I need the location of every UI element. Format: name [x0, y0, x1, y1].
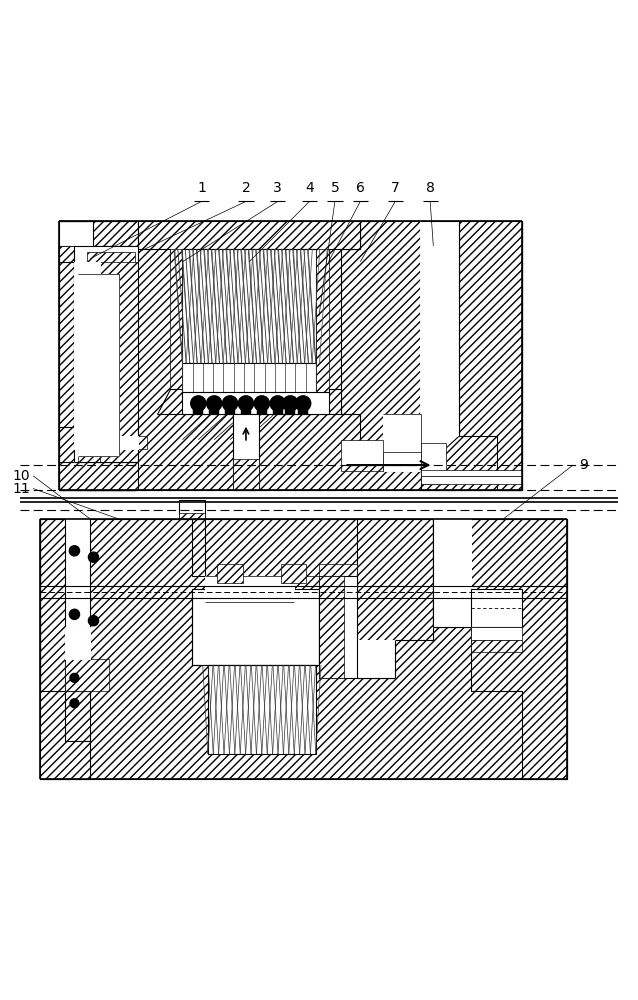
Text: 11: 11 — [12, 482, 30, 496]
Polygon shape — [65, 519, 91, 691]
Polygon shape — [316, 249, 329, 402]
Circle shape — [254, 396, 269, 411]
Polygon shape — [157, 389, 341, 414]
Bar — [420, 470, 523, 476]
Polygon shape — [357, 519, 433, 678]
Polygon shape — [205, 576, 293, 602]
Polygon shape — [218, 564, 243, 583]
Bar — [234, 414, 258, 490]
Circle shape — [70, 699, 79, 708]
Circle shape — [270, 396, 285, 411]
Polygon shape — [59, 221, 135, 471]
Bar — [471, 627, 523, 640]
Text: 10: 10 — [12, 469, 30, 483]
Polygon shape — [319, 576, 345, 678]
Polygon shape — [433, 519, 567, 779]
Text: 4: 4 — [305, 181, 314, 195]
Polygon shape — [234, 459, 258, 490]
Polygon shape — [59, 221, 523, 490]
Text: 3: 3 — [273, 181, 282, 195]
Circle shape — [70, 546, 80, 556]
Polygon shape — [78, 262, 119, 462]
Polygon shape — [471, 640, 523, 652]
Circle shape — [70, 609, 80, 619]
Circle shape — [283, 396, 298, 411]
Polygon shape — [319, 576, 357, 678]
Polygon shape — [65, 627, 109, 691]
Polygon shape — [383, 414, 420, 471]
Polygon shape — [59, 221, 135, 490]
Polygon shape — [192, 589, 319, 665]
Polygon shape — [433, 519, 471, 627]
Polygon shape — [59, 462, 138, 490]
Text: 9: 9 — [579, 458, 588, 472]
Bar — [209, 406, 219, 414]
Polygon shape — [459, 221, 523, 490]
Bar — [285, 406, 295, 414]
Circle shape — [295, 396, 311, 411]
Bar — [193, 406, 204, 414]
Text: 5: 5 — [330, 181, 339, 195]
Text: 6: 6 — [356, 181, 365, 195]
Polygon shape — [319, 564, 357, 602]
Polygon shape — [40, 519, 567, 779]
Polygon shape — [281, 564, 306, 583]
Circle shape — [207, 396, 222, 411]
Text: 2: 2 — [242, 181, 250, 195]
Bar — [179, 500, 205, 519]
Polygon shape — [78, 262, 100, 456]
Polygon shape — [138, 221, 360, 262]
Polygon shape — [59, 246, 75, 262]
Polygon shape — [341, 465, 383, 471]
Polygon shape — [100, 262, 147, 462]
Polygon shape — [357, 640, 395, 678]
Polygon shape — [192, 576, 319, 602]
Polygon shape — [75, 262, 100, 436]
Bar — [182, 392, 329, 414]
Polygon shape — [78, 274, 119, 456]
Bar — [208, 665, 316, 754]
Bar — [471, 589, 523, 627]
Circle shape — [89, 616, 99, 626]
Circle shape — [239, 396, 253, 411]
Polygon shape — [65, 627, 91, 659]
Polygon shape — [59, 221, 138, 246]
Text: 1: 1 — [197, 181, 206, 195]
Circle shape — [89, 552, 99, 562]
Bar — [241, 406, 251, 414]
Bar — [256, 406, 267, 414]
Bar — [225, 406, 235, 414]
Bar — [420, 476, 523, 484]
Bar — [341, 440, 383, 465]
Text: 7: 7 — [391, 181, 399, 195]
Bar — [272, 406, 283, 414]
Bar — [420, 443, 446, 484]
Polygon shape — [75, 436, 138, 449]
Circle shape — [223, 396, 238, 411]
Polygon shape — [341, 221, 523, 490]
Circle shape — [70, 673, 79, 682]
Polygon shape — [59, 246, 75, 427]
Polygon shape — [179, 513, 205, 519]
Bar — [182, 363, 316, 402]
Polygon shape — [75, 246, 138, 462]
Polygon shape — [170, 249, 182, 402]
Polygon shape — [87, 252, 135, 274]
Polygon shape — [40, 519, 91, 779]
Bar — [182, 249, 316, 363]
Text: 8: 8 — [426, 181, 434, 195]
Circle shape — [191, 396, 206, 411]
Bar — [298, 406, 308, 414]
Polygon shape — [420, 221, 459, 471]
